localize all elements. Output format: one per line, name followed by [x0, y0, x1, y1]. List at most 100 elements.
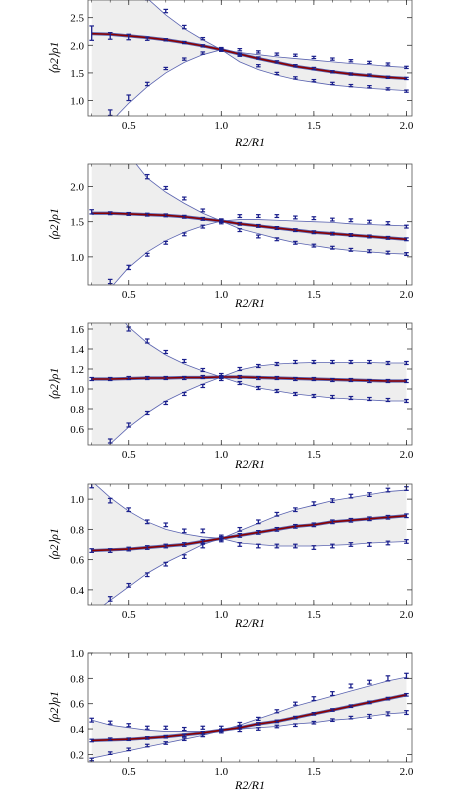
data-upper-point	[163, 522, 169, 528]
data-center-point	[404, 76, 409, 81]
data-upper-point	[181, 24, 187, 30]
x-tick-label: 2.0	[400, 289, 414, 301]
data-upper-point	[293, 507, 298, 513]
data-lower-point	[404, 89, 409, 93]
data-lower-point	[200, 733, 206, 738]
x-tick-label: 0.5	[122, 609, 136, 621]
data-lower-point	[144, 572, 150, 578]
data-center-point	[181, 214, 187, 219]
center-curve-line	[91, 694, 407, 742]
data-upper-point	[126, 723, 132, 728]
y-tick-label: 1.2	[70, 364, 84, 376]
plot-area	[89, 0, 409, 116]
lower-bound-line	[116, 49, 407, 116]
data-center-point	[163, 38, 169, 42]
data-lower-point	[274, 724, 280, 729]
data-upper-point	[219, 725, 224, 730]
data-lower-point	[256, 727, 261, 731]
x-axis-label: R2/R1	[234, 778, 265, 792]
data-center-point	[126, 33, 132, 41]
data-lower-point	[107, 751, 113, 755]
x-tick-label: 1.5	[307, 766, 321, 778]
y-tick-label: 0.8	[70, 404, 84, 416]
data-center-point	[311, 522, 317, 528]
data-center-point	[404, 513, 409, 519]
data-lower-point	[293, 543, 298, 549]
x-axis-label: R2/R1	[234, 616, 265, 630]
data-upper-point	[385, 62, 391, 66]
data-center-point	[237, 533, 243, 538]
y-axis-label: ⟨ρ2⟩ρ1	[47, 208, 61, 241]
data-upper-point	[385, 221, 391, 226]
data-center-point	[126, 375, 132, 381]
chart-panel-1: 0.5 1.0 1.5 2.0 1.0 1.5 2.0 2.5 R2/R1 ⟨ρ2⟩ρ1	[47, 0, 414, 149]
x-tick-label: 1.0	[214, 120, 228, 132]
data-upper-point	[181, 726, 187, 732]
data-lower-point	[181, 391, 187, 397]
data-center-point	[274, 719, 280, 724]
data-upper-point	[404, 65, 409, 70]
data-center-point	[200, 216, 206, 221]
data-upper-point	[311, 359, 317, 365]
data-lower-point	[237, 728, 243, 733]
data-upper-point	[348, 493, 354, 499]
data-center-point	[181, 375, 187, 381]
data-center-point	[256, 56, 261, 60]
data-upper-point	[293, 701, 298, 706]
data-center-point	[367, 234, 372, 239]
data-upper-point	[330, 498, 335, 504]
data-lower-point	[348, 83, 354, 88]
data-center-point	[237, 221, 243, 226]
data-upper-point	[144, 725, 150, 730]
data-lower-point	[274, 71, 280, 76]
data-lower-point	[293, 391, 298, 397]
data-center-point	[348, 704, 354, 709]
center-curve-line	[91, 376, 407, 382]
data-center-point	[200, 374, 206, 380]
data-upper-point	[200, 367, 206, 373]
data-lower-point	[219, 537, 224, 543]
data-center-point	[89, 738, 95, 743]
x-tick-label: 1.5	[307, 449, 321, 461]
data-upper-point	[348, 683, 354, 689]
data-lower-point	[367, 249, 372, 254]
x-tick-label: 2.0	[400, 609, 414, 621]
x-tick-label: 1.0	[214, 609, 228, 621]
data-lower-point	[219, 376, 224, 382]
data-lower-point	[367, 713, 372, 719]
data-center-point	[311, 376, 317, 382]
data-lower-point	[219, 220, 224, 225]
data-lower-point	[181, 737, 187, 742]
data-upper-point	[237, 214, 243, 219]
data-upper-point	[311, 501, 317, 507]
lower-bound-line	[103, 538, 407, 605]
x-tick-label: 1.0	[214, 766, 228, 778]
data-lower-point	[367, 85, 372, 89]
data-upper-point	[367, 60, 372, 65]
data-upper-point	[367, 679, 372, 685]
data-center-point	[404, 378, 409, 384]
center-curve-line	[91, 32, 407, 80]
data-center-point	[89, 209, 95, 215]
y-tick-label: 0.4	[70, 585, 84, 597]
plot-area	[89, 484, 409, 605]
data-upper-point	[163, 8, 169, 14]
data-center-point	[311, 66, 317, 71]
y-tick-label: 1.0	[70, 648, 84, 660]
data-center-point	[144, 375, 150, 381]
data-lower-point	[181, 554, 187, 560]
y-tick-label: 1.0	[70, 384, 84, 396]
y-tick-label: 2.5	[70, 13, 84, 25]
data-center-point	[144, 736, 150, 740]
data-upper-point	[330, 359, 335, 365]
data-center-point	[163, 375, 169, 381]
confidence-band	[91, 0, 407, 116]
data-center-point	[348, 517, 354, 523]
data-center-point	[163, 213, 169, 218]
data-lower-point	[163, 561, 169, 567]
data-upper-point	[163, 349, 169, 355]
plot-frame	[87, 163, 413, 286]
data-upper-point	[200, 725, 206, 730]
data-center-point	[293, 64, 298, 68]
